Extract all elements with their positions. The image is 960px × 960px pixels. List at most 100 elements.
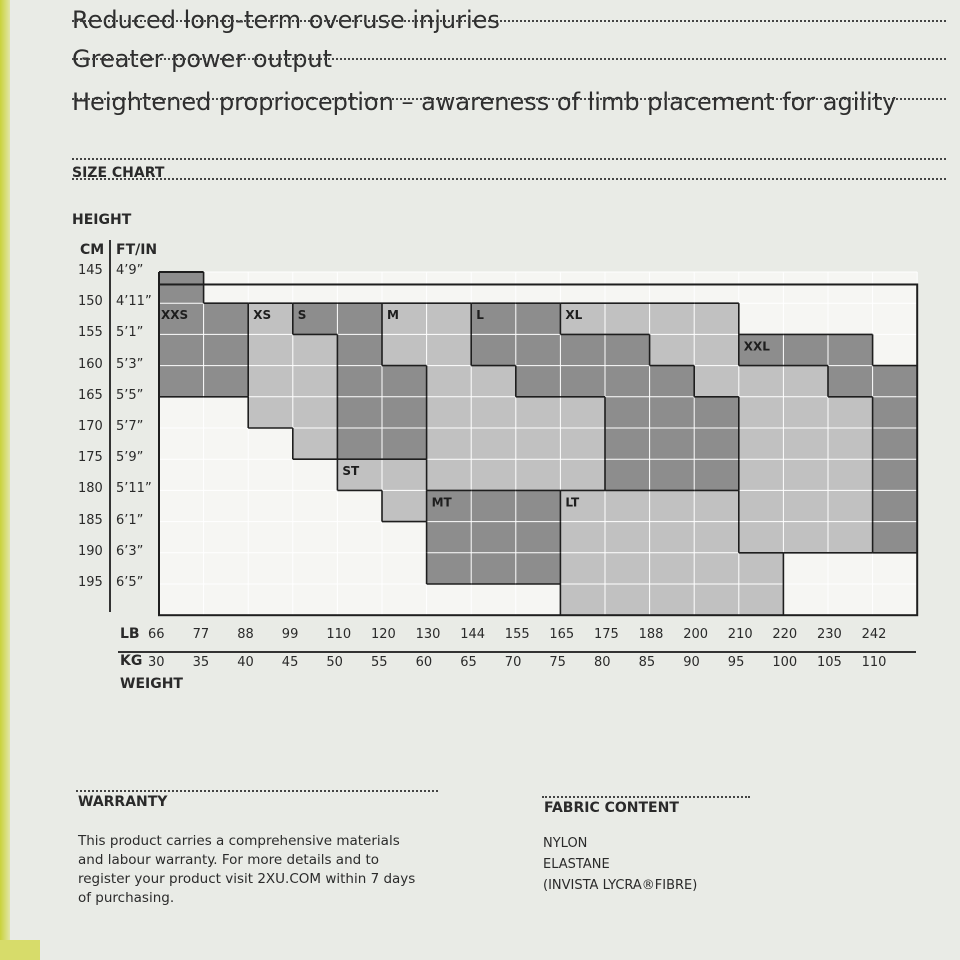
size-region-xxl [872,365,918,553]
size-label-st: ST [342,464,360,478]
height-ftin-label: 5’1” [116,325,144,341]
size-region-outline [382,303,605,490]
size-label-xl: XL [565,308,582,322]
divider [72,178,946,180]
size-region-xxl [783,334,828,366]
size-region-xl [783,365,828,553]
size-region-l [471,303,516,366]
weight-lb-label: 230 [817,627,842,642]
chart-background [159,272,918,616]
height-ftin-label: 5’9” [116,450,144,466]
size-label-m: M [387,308,399,322]
weight-kg-label: 45 [281,655,299,670]
weight-kg-label: 70 [504,655,522,670]
weight-lb-label: 77 [192,627,210,642]
weight-kg-label: 85 [638,655,656,670]
paper-edge [0,0,10,960]
size-region-l [605,334,650,491]
size-region-xxs [203,303,249,397]
height-cm-label: 150 [78,294,103,310]
size-region-xl [560,303,605,335]
size-region-l [649,365,695,491]
weight-lb-label: 120 [371,627,396,642]
weight-lb-label: 200 [683,627,709,642]
height-ftin-label: 5’3” [116,356,144,372]
size-region-outline [471,303,739,490]
size-region-xl [738,334,784,553]
weight-lb-label: 99 [281,627,299,642]
divider [72,158,946,160]
weight-lb-label: 165 [549,627,575,642]
warranty-line: This product carries a comprehensive mat… [78,833,400,849]
kg-label: KG [120,653,143,669]
divider [72,20,946,22]
weight-kg-label: 35 [192,655,210,670]
weight-kg-label: 90 [683,655,700,670]
size-region-lt [649,490,695,616]
divider [72,98,946,100]
size-label-lt: LT [565,495,580,509]
size-label-l: L [476,308,484,322]
weight-lb-label: 210 [727,627,753,642]
height-ftin-label: 4’11” [116,294,152,310]
size-region-mt [471,490,516,584]
height-cm-label: 170 [78,419,103,434]
size-region-lt [738,552,784,616]
weight-lb-label: 88 [237,627,254,642]
size-region-outline [337,459,426,521]
weight-kg-label: 60 [415,655,433,670]
weight-lb-label: 110 [326,627,352,642]
lb-label: LB [120,626,140,642]
size-label-xxl: XXL [744,339,771,353]
weight-kg-label: 50 [326,655,343,670]
weight-axis-line [118,651,916,653]
size-region-outline [560,490,783,615]
height-cm-label: 190 [78,543,103,559]
size-label-xs: XS [253,308,271,322]
size-region-st [382,459,427,522]
size-region-xs [292,334,338,460]
size-label-s: S [298,308,307,322]
height-axis-line [109,240,111,612]
size-label-xxs: XXS [161,308,188,322]
weight-kg-label: 65 [460,655,477,670]
height-cm-label: 145 [78,263,103,278]
height-cm-label: 185 [78,512,103,528]
size-region-lt [694,490,739,616]
size-region-xs [248,303,293,428]
weight-kg-label: 40 [237,655,254,670]
size-region-lt [605,490,650,616]
size-region-m [560,396,605,491]
fabric-item: NYLON [543,836,588,851]
divider [76,790,438,792]
size-region-outline [427,490,605,584]
size-region-outline [293,303,427,459]
size-region-l [560,303,605,397]
height-ftin-label: 6’3” [116,543,144,559]
size-region-m [471,303,516,491]
size-region-mt [515,490,561,584]
weight-lb-label: 130 [415,627,441,642]
fabric-title: FABRIC CONTENT [544,800,679,816]
feature-item: Heightened proprioception – awareness of… [72,88,897,116]
size-region-xxl [828,334,873,397]
weight-kg-label: 30 [148,655,165,670]
size-region-l [694,396,739,491]
weight-lb-label: 175 [594,627,619,642]
height-ftin-label: 5’11” [116,481,152,497]
size-region-outline [159,272,248,397]
weight-kg-label: 100 [772,655,798,670]
warranty-line: register your product visit 2XU.COM with… [78,871,416,887]
fabric-item: ELASTANE [543,857,610,872]
warranty-title: WARRANTY [78,794,168,810]
warranty-line: of purchasing. [78,890,175,906]
divider [542,796,750,798]
size-region-outline [560,303,872,553]
fabric-item: (INVISTA LYCRA®FIBRE) [543,878,698,893]
weight-kg-label: 55 [371,655,388,670]
size-region-s [382,365,427,460]
height-cm-label: 195 [78,575,103,590]
size-region-xl [694,303,739,397]
size-region-s [292,303,338,335]
